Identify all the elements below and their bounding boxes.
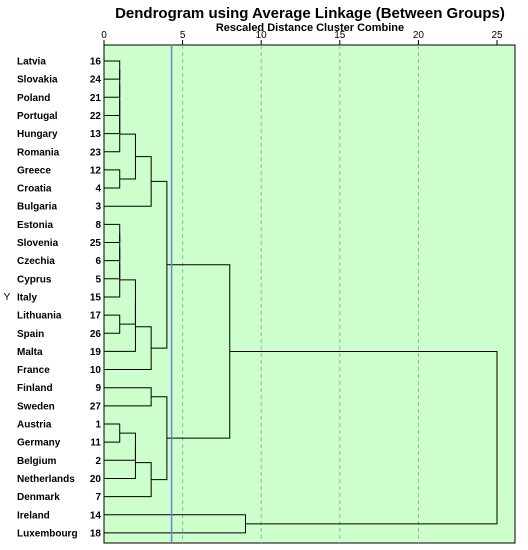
plot-area [103, 44, 516, 544]
leaf-id: 15 [90, 292, 102, 303]
leaf-id: 27 [90, 401, 102, 412]
leaf-id: 7 [95, 492, 101, 503]
leaf-label: Bulgaria [17, 202, 57, 213]
leaf-id: 26 [90, 329, 102, 340]
leaf-id: 5 [95, 274, 101, 285]
leaf-id: 23 [90, 147, 102, 158]
leaf-id: 9 [95, 383, 101, 394]
leaf-id: 2 [95, 456, 101, 467]
leaf-id: 19 [90, 347, 102, 358]
x-tick-label: 15 [334, 30, 346, 41]
leaf-label: Lithuania [17, 311, 62, 322]
leaf-label: Cyprus [17, 274, 52, 285]
leaf-label: Estonia [17, 220, 54, 231]
leaf-id: 10 [90, 365, 102, 376]
leaf-label: Belgium [17, 456, 57, 467]
leaf-label: France [17, 365, 50, 376]
leaf-label: Portugal [17, 111, 58, 122]
leaf-label: Spain [17, 329, 44, 340]
leaf-id: 1 [95, 420, 101, 431]
dendrogram-branch [119, 279, 136, 325]
leaf-label: Germany [17, 438, 61, 449]
leaf-label: Slovenia [17, 238, 59, 249]
leaf-label: Austria [17, 420, 52, 431]
leaf-id: 14 [90, 510, 102, 521]
leaf-id: 11 [90, 438, 101, 449]
y-axis-label: Y [4, 292, 11, 303]
leaf-label: Finland [17, 383, 53, 394]
leaf-label: Romania [17, 147, 60, 158]
leaf-label: Croatia [17, 184, 52, 195]
x-tick-label: 10 [256, 30, 268, 41]
leaf-label: Netherlands [17, 474, 75, 485]
leaf-id: 18 [90, 528, 102, 539]
x-tick-label: 5 [180, 30, 186, 41]
leaf-label: Greece [17, 165, 51, 176]
chart-title: Dendrogram using Average Linkage (Betwee… [115, 5, 505, 22]
dendrogram-branch [229, 350, 498, 525]
leaf-id: 20 [90, 474, 102, 485]
leaf-label: Czechia [17, 256, 55, 267]
x-axis-ticks: 0 5 10 15 20 25 [101, 30, 503, 45]
x-tick-label: 0 [101, 30, 107, 41]
chart-subtitle: Rescaled Distance Cluster Combine [216, 22, 404, 34]
leaf-label: Latvia [17, 57, 46, 68]
leaf-id: 3 [95, 202, 101, 213]
leaf-id: 16 [90, 57, 102, 68]
x-tick-label: 20 [413, 30, 425, 41]
leaf-label: Malta [17, 347, 43, 358]
dendrogram-branch [104, 116, 121, 153]
leaf-id: 22 [90, 111, 102, 122]
leaf-id: 4 [95, 184, 101, 195]
leaf-id: 8 [95, 220, 101, 231]
leaf-label: Ireland [17, 510, 50, 521]
dendrogram-branches [104, 60, 498, 534]
leaf-label: Poland [17, 93, 50, 104]
leaf-id: 6 [95, 256, 101, 267]
leaf-label: Hungary [17, 129, 58, 140]
dendrogram-branch [104, 446, 136, 479]
leaf-label: Denmark [17, 492, 60, 503]
leaf-id: 25 [90, 238, 102, 249]
leaf-label: Sweden [17, 401, 55, 412]
leaf-id: 21 [90, 93, 102, 104]
leaf-id: 13 [90, 129, 102, 140]
leaf-id: 24 [90, 75, 102, 86]
leaf-label: Slovakia [17, 75, 58, 86]
x-tick-label: 25 [491, 30, 503, 41]
dendrogram-branch [104, 302, 136, 352]
leaf-id: 12 [90, 165, 102, 176]
leaf-label: Luxembourg [17, 528, 78, 539]
grid-lines [182, 45, 419, 543]
dendrogram-branch [104, 262, 121, 298]
leaf-label: Italy [17, 292, 37, 303]
leaf-id: 17 [90, 311, 102, 322]
